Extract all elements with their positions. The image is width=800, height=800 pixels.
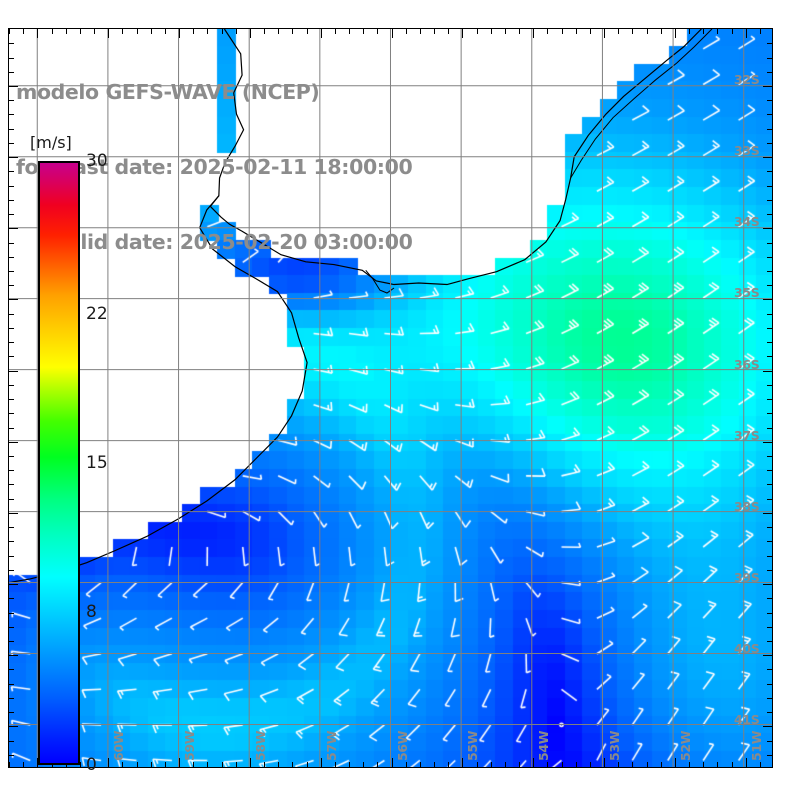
title-model-line: modelo GEFS-WAVE (NCEP) (16, 80, 320, 104)
lat-label-35S: 35S (734, 285, 760, 301)
lon-label-59W: 59W (182, 730, 197, 761)
lat-label-32S: 32S (734, 71, 760, 87)
lon-label-52W: 52W (677, 730, 693, 761)
plot-frame: 61W60W59W58W57W56W55W54W53W52W51W32S33S3… (8, 28, 773, 768)
lat-label-38S: 38S (734, 498, 760, 514)
colorbar-tick-30: 30 (86, 151, 108, 171)
colorbar-gradient (38, 161, 80, 765)
lon-label-55W: 55W (465, 730, 481, 761)
colorbar-tick-22: 22 (86, 303, 108, 324)
colorbar-unit-label: [m/s] (30, 133, 72, 152)
lat-label-37S: 37S (734, 427, 760, 443)
title-valid-line: valid date: 2025-02-20 03:00:00 (54, 230, 413, 254)
lon-label-57W: 57W (323, 730, 339, 761)
lon-label-56W: 56W (394, 730, 410, 761)
lon-label-53W: 53W (607, 730, 622, 761)
lon-label-51W: 51W (748, 730, 764, 761)
lon-label-54W: 54W (536, 730, 552, 761)
lat-label-41S: 41S (734, 712, 760, 728)
lon-label-60W: 60W (111, 730, 127, 761)
lat-label-34S: 34S (734, 214, 760, 230)
colorbar-tick-0: 0 (86, 755, 97, 775)
lat-label-40S: 40S (734, 641, 760, 657)
lon-label-58W: 58W (252, 730, 268, 761)
lat-label-33S: 33S (734, 143, 760, 159)
plot-clip: 61W60W59W58W57W56W55W54W53W52W51W32S33S3… (9, 29, 772, 767)
colorbar (38, 161, 80, 765)
colorbar-tick-15: 15 (86, 453, 108, 473)
colorbar-tick-8: 8 (86, 602, 97, 622)
lat-label-36S: 36S (734, 356, 760, 372)
lat-label-39S: 39S (734, 570, 760, 585)
